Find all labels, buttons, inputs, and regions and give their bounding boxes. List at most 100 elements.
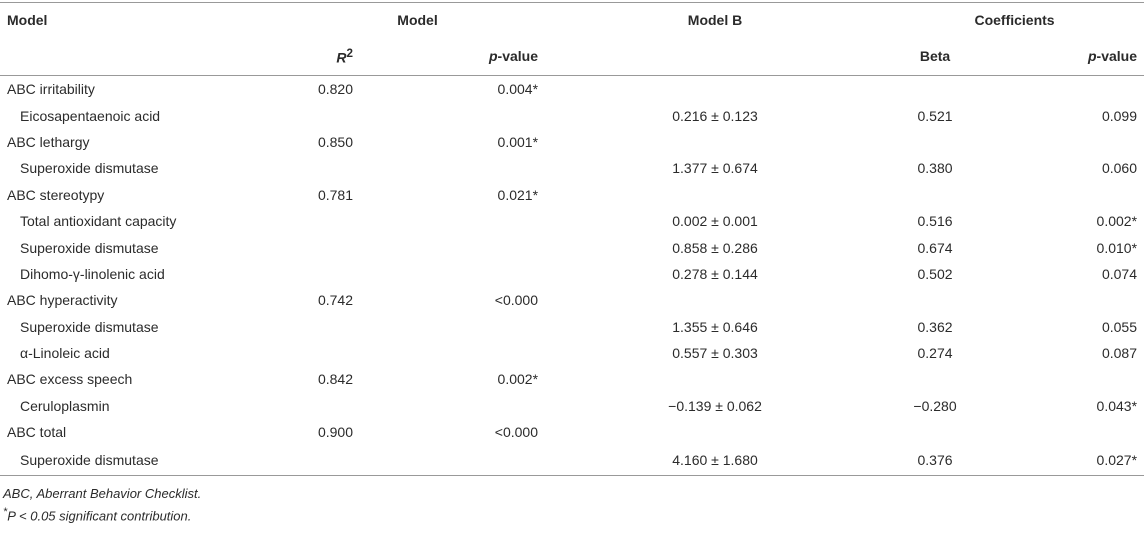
table-cell: 0.055 (1101, 318, 1138, 335)
table-cell (885, 76, 985, 103)
table-cell (360, 261, 545, 287)
table-cell: 1.377 ± 0.674 (672, 160, 758, 177)
table-cell: 0.674 (917, 239, 953, 256)
table-cell: 0.002* (497, 371, 539, 388)
table-cell: 0.557 ± 0.303 (672, 345, 758, 362)
table-cell (290, 340, 360, 366)
footnote-mark: * (3, 506, 8, 519)
table-row: Ceruloplasmin −0.139 ± 0.062 −0.280 0.043* (0, 393, 1144, 419)
table-cell: 0.502 (917, 265, 953, 282)
table-cell: <0.000 (494, 424, 539, 441)
table-cell (290, 102, 360, 128)
header-cell (0, 37, 290, 76)
table-row: Superoxide dismutase 4.160 ± 1.680 0.376 0.… (0, 445, 1144, 477)
table-cell: ABC lethargy (7, 133, 90, 150)
table-cell: 0.010* (1096, 239, 1138, 256)
table-cell: ABC total (7, 424, 67, 441)
table-cell (985, 287, 1144, 313)
table-cell: α-Linoleic acid (20, 345, 110, 362)
table-cell: 0.781 (317, 186, 353, 203)
table-cell: Eicosapentaenoic acid (20, 107, 161, 124)
table-cell: ABC irritability (7, 81, 95, 98)
table-cell: 0.004* (497, 81, 539, 98)
table-cell: 0.001* (497, 133, 539, 150)
table-cell (545, 182, 885, 208)
table-cell (290, 155, 360, 181)
table-cell: Ceruloplasmin (20, 397, 110, 414)
table-cell: 0.027* (985, 445, 1144, 477)
table-cell (885, 287, 985, 313)
table-cell (360, 208, 545, 234)
table-cell (290, 261, 360, 287)
table-cell (985, 419, 1144, 445)
table-cell: 0.099 (1101, 107, 1138, 124)
table-cell (545, 419, 885, 445)
table-cell (290, 234, 360, 260)
table-row: Superoxide dismutase 1.377 ± 0.674 0.380 0.… (0, 155, 1144, 181)
header-text: 2 (346, 46, 353, 60)
table-cell: 0.216 ± 0.123 (672, 107, 758, 124)
table-cell: 0.376 (885, 445, 986, 477)
header-cell: p-value (985, 37, 1144, 76)
table-cell: 0.742 (317, 292, 353, 309)
header-cell (545, 37, 886, 76)
table-cell (545, 366, 885, 392)
table-cell (360, 393, 545, 419)
table-cell: 0.002 ± 0.001 (672, 213, 758, 230)
table-cell (545, 287, 885, 313)
table-row: ABC excess speech 0.842 0.002* (0, 366, 1144, 392)
results-table: Model Model Model B Coefficients R2 p-va… (0, 2, 1144, 477)
header-cell: Model (0, 2, 290, 37)
table-cell: 0.521 (917, 107, 953, 124)
table-cell: −0.139 ± 0.062 (668, 397, 762, 414)
table-cell: 0.021* (497, 186, 539, 203)
table-cell: ABC stereotypy (7, 186, 105, 203)
header-text: p (1087, 48, 1097, 64)
footnote: ABC, Aberrant Behavior Checklist. (3, 486, 202, 502)
table-cell (290, 208, 360, 234)
table-row: ABC irritability 0.820 0.004* (0, 76, 1144, 103)
table-cell: 0.074 (1101, 265, 1138, 282)
table-cell: 0.842 (317, 371, 353, 388)
table-cell (985, 182, 1144, 208)
table-cell (545, 76, 885, 103)
table-cell (885, 182, 985, 208)
table-row: ABC total 0.900 <0.000 (0, 419, 1144, 445)
footnote-text: P < 0.05 significant contribution. (7, 508, 192, 524)
table-cell: 0.380 (917, 160, 953, 177)
header-text: -value (1096, 48, 1138, 64)
table-cell: 0.850 (317, 133, 353, 150)
table-cell (360, 340, 545, 366)
footnote: *P < 0.05 significant contribution. (3, 503, 1144, 525)
header-text: -value (497, 48, 539, 64)
table-cell (985, 76, 1144, 103)
table-cell (360, 445, 546, 477)
table-cell (360, 234, 545, 260)
table-cell: 0.043* (1096, 397, 1138, 414)
table-cell (360, 314, 545, 340)
table-cell: Superoxide dismutase (20, 318, 159, 335)
header-cell: Model B (545, 2, 886, 37)
table-cell (885, 129, 985, 155)
table-cell: Superoxide dismutase (20, 239, 159, 256)
table-cell: 0.087 (1101, 345, 1138, 362)
table-cell: 0.858 ± 0.286 (672, 239, 758, 256)
header-cell: Model (290, 2, 546, 37)
table-cell: 0.274 (917, 345, 953, 362)
header-cell: p-value (360, 37, 546, 76)
table-cell: ABC excess speech (7, 371, 133, 388)
table-cell: Total antioxidant capacity (20, 213, 177, 230)
table-cell: Superoxide dismutase (0, 445, 290, 477)
table-row: α-Linoleic acid 0.557 ± 0.303 0.274 0.087 (0, 340, 1144, 366)
table-cell: 4.160 ± 1.680 (545, 445, 886, 477)
header-cell: Beta (885, 37, 986, 76)
table-cell: 0.060 (1101, 160, 1138, 177)
table-row: ABC lethargy 0.850 0.001* (0, 129, 1144, 155)
footnotes: ABC, Aberrant Behavior Checklist. *P < 0… (3, 484, 1144, 525)
table-cell (985, 366, 1144, 392)
header-text: R (336, 49, 347, 66)
header-cell: Coefficients (885, 2, 1144, 37)
table-cell: ABC hyperactivity (7, 292, 118, 309)
header-cell: R2 (290, 37, 360, 76)
